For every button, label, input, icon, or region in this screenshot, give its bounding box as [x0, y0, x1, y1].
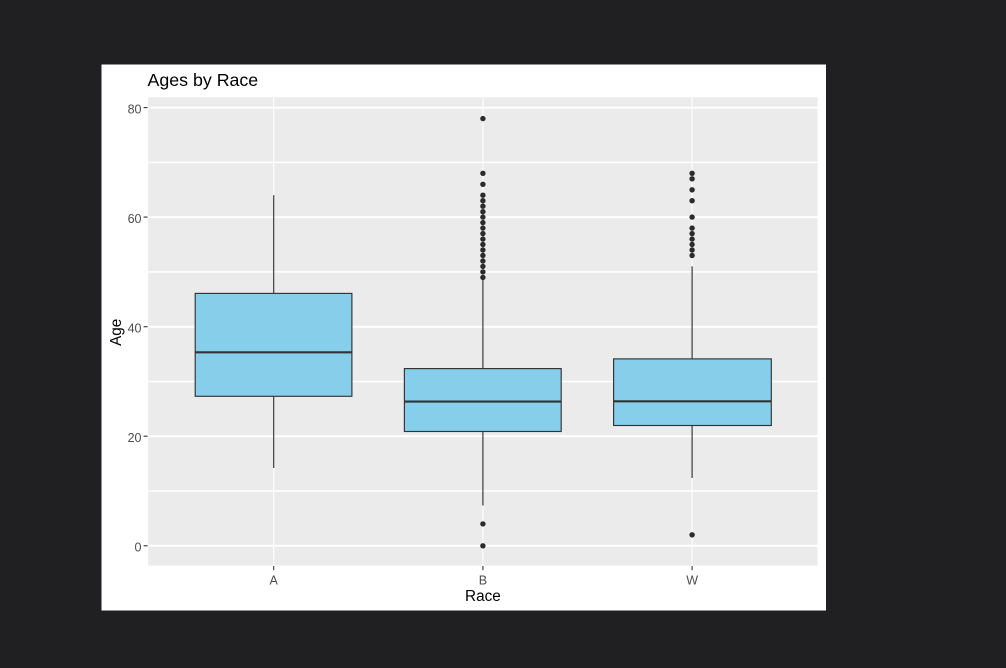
- svg-text:80: 80: [128, 102, 142, 116]
- svg-text:Ages by Race: Ages by Race: [148, 70, 259, 90]
- svg-text:40: 40: [128, 321, 142, 335]
- svg-text:60: 60: [128, 212, 142, 226]
- svg-text:0: 0: [135, 541, 142, 555]
- svg-text:W: W: [686, 574, 698, 588]
- svg-text:Age: Age: [108, 319, 125, 346]
- svg-text:Race: Race: [465, 588, 501, 605]
- svg-text:20: 20: [128, 431, 142, 445]
- svg-text:A: A: [270, 574, 279, 588]
- svg-text:B: B: [479, 574, 487, 588]
